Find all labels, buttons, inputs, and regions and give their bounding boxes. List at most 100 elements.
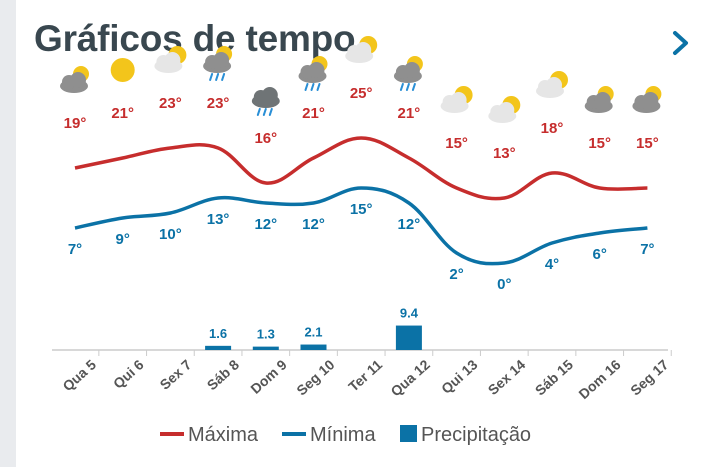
sun-shape [110, 58, 135, 82]
rain-drop [221, 73, 226, 81]
rain-drop [310, 83, 315, 91]
min-temp-label: 12° [398, 216, 421, 233]
partly-cloudy-icon [440, 86, 473, 113]
cloudy-icon [632, 86, 662, 113]
min-temp-label: 4° [545, 256, 559, 273]
min-temperature-line [74, 186, 648, 266]
chevron-right-icon[interactable] [668, 28, 694, 58]
x-tick-label: Qua 12 [387, 356, 433, 399]
min-temp-label: 7° [640, 241, 654, 258]
weather-icons [60, 36, 662, 123]
rain-drop [268, 108, 273, 116]
x-tick-label: Ter 11 [345, 356, 385, 394]
precip-bar [252, 346, 279, 350]
partly-cloudy-icon [488, 96, 521, 123]
min-temp-label: 15° [350, 201, 373, 218]
sunny-icon [110, 58, 135, 82]
precip-bar [300, 344, 327, 350]
cloud-shape [546, 77, 562, 93]
min-temp-label: 7° [68, 241, 82, 258]
precip-label: 1.6 [209, 326, 227, 341]
x-axis-ticks [98, 350, 672, 356]
partly-cloudy-icon [154, 46, 187, 73]
max-temp-label: 25° [350, 85, 373, 102]
rain-drop [399, 83, 404, 91]
max-temp-label: 21° [398, 105, 421, 122]
precip-label: 2.1 [304, 325, 322, 340]
cloud-shape [450, 92, 467, 108]
x-tick-label: Sex 14 [485, 356, 529, 398]
cloud-shape [261, 87, 278, 103]
rain-drop [405, 83, 410, 91]
cloud-shape [213, 52, 230, 68]
partly-cloudy-icon [536, 71, 568, 98]
cloud-shape [70, 72, 86, 88]
cloud-shape [594, 92, 611, 108]
rain-sun-icon [393, 56, 423, 91]
legend-precip-label: Precipitação [421, 424, 531, 446]
cloudy-icon [60, 66, 89, 93]
legend-max-label: Máxima [188, 424, 259, 446]
min-temp-label: 6° [593, 246, 607, 263]
x-tick-label: Dom 9 [247, 356, 290, 397]
max-temp-label: 19° [64, 115, 87, 132]
partly-cloudy-icon [345, 36, 378, 63]
x-tick-label: Seg 10 [293, 356, 337, 398]
min-temp-label: 10° [159, 226, 182, 243]
rain-sun-icon [298, 56, 328, 91]
precip-bar [205, 345, 232, 350]
min-temp-label: 12° [254, 216, 277, 233]
rain-drop [411, 83, 416, 91]
cloudy-icon [584, 86, 614, 113]
rain-drop [316, 83, 321, 91]
rain-sun-icon [203, 46, 233, 81]
cloud-shape [164, 52, 181, 68]
max-temp-label: 21° [111, 105, 134, 122]
x-tick-label: Qui 6 [110, 356, 147, 391]
x-tick-label: Sáb 15 [532, 356, 576, 398]
max-temp-label: 23° [207, 95, 230, 112]
cloud-shape [498, 102, 515, 118]
cloud-shape [308, 62, 325, 78]
precip-label: 1.3 [257, 327, 275, 342]
rain-icon [251, 87, 280, 116]
value-labels: 19° 7° 21° 9° 23° 10° 23° 13° 1.6 16° 12° 1.3 21° 12°… [64, 85, 659, 342]
cloud-shape [355, 42, 372, 58]
max-temperature-line [74, 136, 648, 201]
legend: Máxima Mínima Precipitação [160, 424, 531, 446]
min-temp-label: 2° [449, 266, 463, 283]
max-temp-label: 23° [159, 95, 182, 112]
legend-min-label: Mínima [310, 424, 376, 446]
max-temp-label: 15° [588, 135, 611, 152]
cloud-shape [403, 62, 420, 78]
precip-label: 9.4 [400, 306, 419, 321]
max-temp-label: 13° [493, 145, 516, 162]
x-tick-label: Dom 16 [575, 356, 623, 402]
max-temp-label: 21° [302, 105, 325, 122]
rain-drop [262, 108, 267, 116]
precipitation-bars [205, 325, 422, 350]
min-temp-label: 12° [302, 216, 325, 233]
x-tick-label: Sáb 8 [204, 356, 243, 393]
precip-bar [395, 325, 422, 350]
min-temp-label: 9° [116, 231, 130, 248]
cloud-shape [642, 92, 659, 108]
max-temp-label: 18° [541, 120, 564, 137]
rain-drop [256, 108, 261, 116]
legend-precip-swatch [400, 425, 417, 442]
rain-drop [304, 83, 309, 91]
rain-drop [209, 73, 214, 81]
max-temp-label: 16° [254, 130, 277, 147]
x-tick-label: Seg 17 [627, 356, 671, 398]
x-tick-label: Qua 5 [59, 356, 99, 394]
min-temp-label: 13° [207, 211, 230, 228]
max-temp-label: 15° [445, 135, 468, 152]
max-temp-label: 15° [636, 135, 659, 152]
x-axis-tick-labels: Qua 5 Qui 6 Sex 7 Sáb 8 Dom 9 Seg 10 Ter 11 Qua… [59, 356, 671, 402]
x-tick-label: Qui 13 [438, 356, 481, 397]
min-temp-label: 0° [497, 276, 511, 293]
page-title: Gráficos de tempo [34, 18, 356, 59]
rain-drop [215, 73, 220, 81]
x-tick-label: Sex 7 [157, 356, 195, 393]
